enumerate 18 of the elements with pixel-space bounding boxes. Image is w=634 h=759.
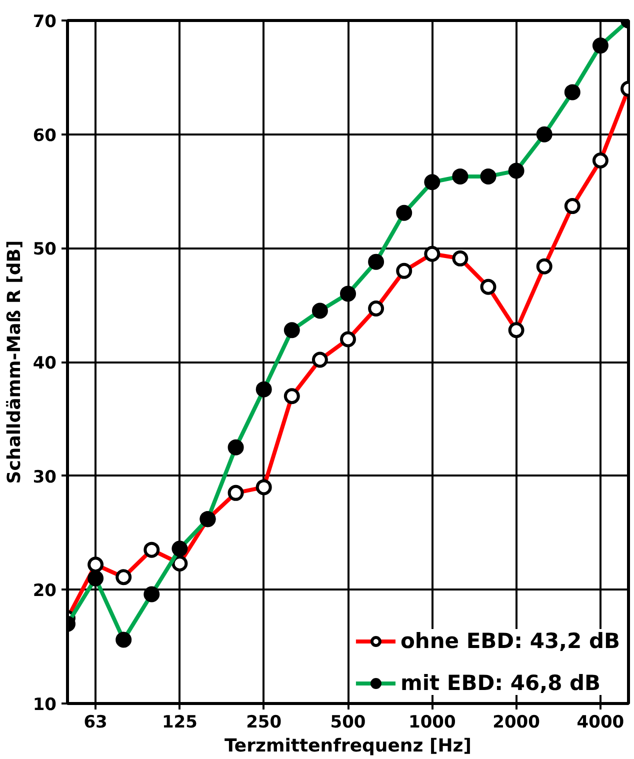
x-tick-label: 2000 [492, 712, 540, 732]
y-tick-label: 40 [32, 354, 57, 374]
x-tick-label: 1000 [408, 712, 456, 732]
x-tick-label: 4000 [576, 712, 624, 732]
y-tick-label: 60 [32, 126, 57, 146]
x-tick-label: 63 [84, 712, 108, 732]
x-tick-label: 250 [246, 712, 282, 732]
x-tick-label: 125 [162, 712, 198, 732]
legend-label: ohne EBD: 43,2 dB [400, 629, 620, 653]
y-tick-label: 10 [32, 695, 57, 715]
x-axis-title: Terzmittenfrequenz [Hz] [224, 736, 472, 756]
x-tick-label: 500 [330, 712, 366, 732]
legend-label: mit EBD: 46,8 dB [400, 671, 601, 695]
y-tick-label: 70 [32, 12, 57, 32]
y-tick-label: 20 [32, 581, 57, 602]
y-axis-title: Schalldämm-Maß R [dB] [4, 240, 25, 484]
y-tick-label: 50 [32, 240, 57, 260]
y-tick-label: 30 [32, 467, 57, 488]
